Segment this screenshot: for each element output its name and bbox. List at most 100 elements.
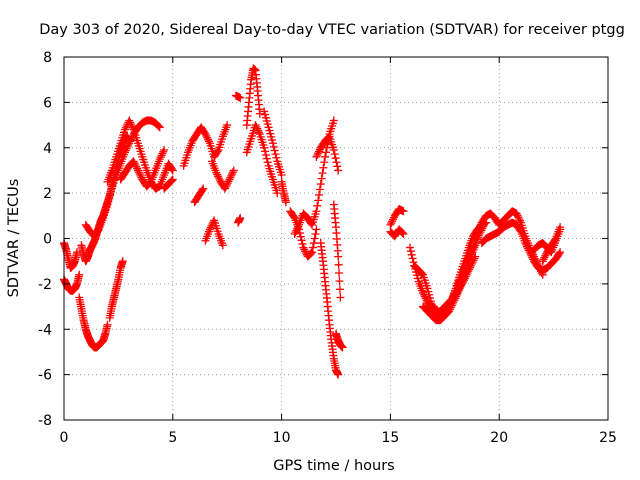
data-point-plus [473,227,482,236]
data-point-plus [155,123,164,132]
data-point-plus [268,139,277,148]
data-point-plus [227,171,236,180]
data-point-plus [118,257,127,266]
data-point-plus [225,175,234,184]
data-point-plus [229,166,238,175]
data-point-plus [320,158,329,167]
data-point-plus [514,213,523,222]
data-point-plus [291,228,300,237]
data-point-plus [167,177,176,186]
data-point-plus [516,226,525,235]
data-point-plus [255,109,264,118]
data-point-plus [222,180,231,189]
data-point-plus [329,116,338,125]
data-point-plus [476,222,485,231]
data-point-plus [262,154,271,163]
data-point-plus [417,268,426,277]
data-point-plus [420,292,429,301]
data-point-plus [125,116,134,125]
data-point-plus [206,223,215,232]
data-point-plus [260,143,269,152]
data-point-plus [315,185,324,194]
data-point-plus [159,147,168,156]
data-point-plus [387,219,396,228]
data-point-plus [316,180,325,189]
data-point-plus [470,254,479,263]
data-point-plus [167,165,176,174]
x-tick-label: 10 [273,430,291,446]
data-point-plus [308,243,317,252]
data-point-plus [168,175,177,184]
data-point-plus [471,252,480,261]
data-point-plus [145,179,154,188]
data-point-plus [154,122,163,131]
y-tick-label: 0 [43,232,52,248]
data-point-plus [555,249,564,258]
data-point-plus [120,125,129,134]
data-point-plus [313,151,322,160]
data-point-plus [335,268,344,277]
data-point-plus [263,158,272,167]
data-point-plus [312,207,321,216]
data-point-plus [444,303,453,312]
data-point-plus [124,141,133,150]
data-point-plus [397,228,406,237]
data-point-plus [465,265,474,274]
data-point-plus [516,216,525,225]
data-point-plus [213,170,222,179]
data-point-plus [103,320,112,329]
data-point-plus [541,251,550,260]
data-point-plus [446,299,455,308]
data-point-plus [214,172,223,181]
data-point-plus [474,225,483,234]
data-point-plus [314,149,323,158]
data-point-plus [157,151,166,160]
data-point-plus [228,168,237,177]
data-point-plus [314,196,323,205]
data-point-plus [386,220,395,229]
data-point-plus [251,121,260,130]
data-point-plus [126,137,135,146]
data-point-plus [333,162,342,171]
data-point-plus [321,152,330,161]
data-point-plus [389,215,398,224]
data-point-plus [218,241,227,250]
data-point-plus [126,118,135,127]
data-point-plus [125,139,134,148]
x-axis-label: GPS time / hours [273,458,394,474]
data-point-plus [331,154,340,163]
data-point-plus [127,120,136,129]
data-point-plus [464,267,473,276]
data-point-plus [213,147,222,156]
data-point-plus [261,151,270,160]
data-point-plus [405,243,414,252]
data-point-plus [312,225,321,234]
y-axis-label: SDTVAR / TECUs [6,179,22,298]
data-point-plus [556,248,565,257]
y-tick-label: 4 [43,141,52,157]
data-point-plus [526,249,535,258]
y-tick-label: -8 [38,413,52,429]
data-point-plus [388,217,397,226]
data-point-plus [253,124,262,133]
data-point-plus [307,219,316,228]
data-point-plus [301,247,310,256]
data-point-plus [160,146,169,155]
data-point-plus [469,256,478,265]
y-tick-label: -6 [38,368,52,384]
data-point-plus [399,207,408,216]
data-point-plus [202,131,211,140]
data-point-plus [226,173,235,182]
x-tick-label: 15 [381,430,399,446]
data-point-plus [317,174,326,183]
data-point-plus [199,184,208,193]
x-tick-label: 25 [599,430,617,446]
data-point-plus [271,150,280,159]
data-point-plus [540,253,549,262]
data-point-plus [252,122,261,131]
data-point-plus [330,150,339,159]
data-point-plus [528,253,537,262]
data-point-plus [407,250,416,259]
data-point-plus [525,248,534,257]
data-point-plus [445,301,454,310]
